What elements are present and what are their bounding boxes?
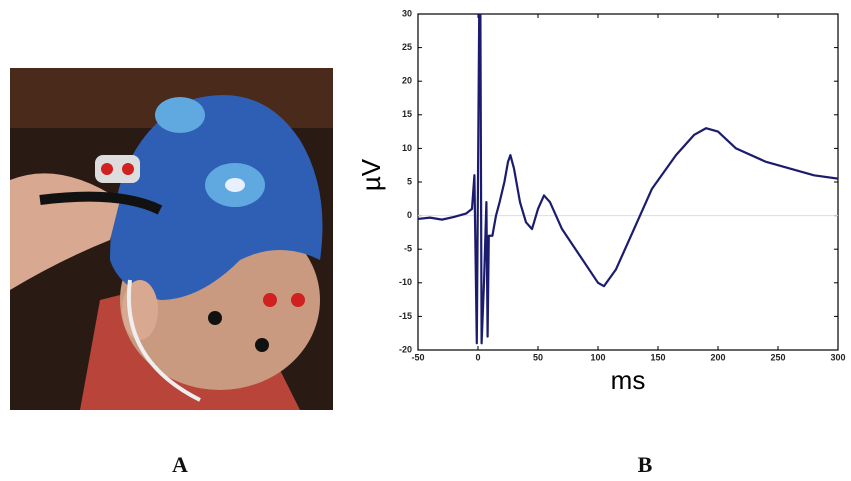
x-tick-label: 150 [650, 352, 665, 362]
series-line [418, 14, 838, 345]
panel-label: B [638, 452, 653, 477]
y-tick-label: -5 [404, 244, 412, 254]
panel-label: A [172, 452, 188, 477]
y-tick-label: -20 [399, 344, 412, 354]
y-tick-label: 0 [407, 210, 412, 220]
x-tick-label: 50 [533, 352, 543, 362]
x-tick-label: 100 [590, 352, 605, 362]
y-tick-label: -15 [399, 311, 412, 321]
photo [10, 68, 333, 410]
y-tick-label: 25 [402, 42, 412, 52]
x-tick-label: 0 [475, 352, 480, 362]
y-tick-label: 15 [402, 109, 412, 119]
y-tick-label: -10 [399, 277, 412, 287]
y-tick-label: 20 [402, 76, 412, 86]
y-tick-label: 5 [407, 176, 412, 186]
x-tick-label: 250 [770, 352, 785, 362]
plot-area [418, 14, 838, 345]
x-tick-label: -50 [411, 352, 424, 362]
y-tick-label: 10 [402, 143, 412, 153]
x-axis-label: ms [611, 365, 646, 395]
y-tick-label: 30 [402, 8, 412, 18]
x-tick-label: 300 [830, 352, 845, 362]
x-tick-label: 200 [710, 352, 725, 362]
y-axis-label: µV [356, 158, 386, 191]
